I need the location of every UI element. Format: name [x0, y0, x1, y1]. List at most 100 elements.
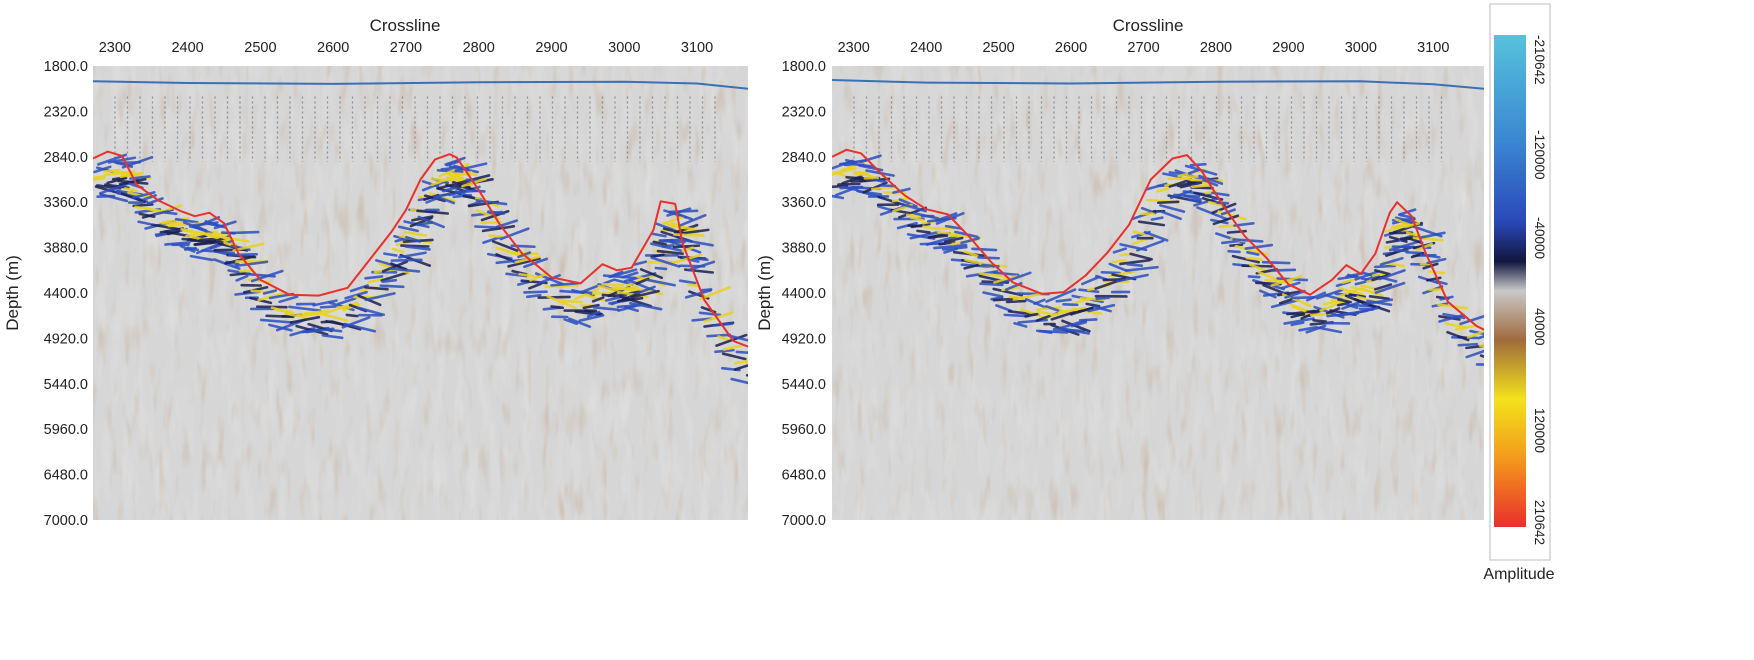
reflector-streak: [1038, 329, 1069, 334]
x-tick-label: 3000: [608, 40, 640, 56]
x-tick-label: 2800: [463, 40, 495, 56]
reflector-streak: [1656, 446, 1667, 448]
y-tick-label: 7000.0: [782, 513, 826, 529]
reflector-streak: [1012, 292, 1045, 301]
reflector-streak: [1033, 298, 1046, 305]
reflector-streak: [1291, 305, 1307, 313]
x-tick-label: 2400: [910, 40, 942, 56]
reflector-streak: [1569, 390, 1600, 395]
reflector-streak: [1639, 456, 1649, 458]
seismic-texture-brown: [832, 66, 1484, 520]
colorbar-tick-label: 40000: [1532, 308, 1547, 346]
reflector-streak: [364, 292, 396, 302]
reflector-streak: [1558, 372, 1574, 375]
reflector-streak: [364, 275, 384, 280]
reflector-streak: [938, 240, 956, 246]
reflector-streak: [1613, 466, 1626, 467]
y-axis-label: Depth (m): [3, 255, 22, 331]
reflector-streak: [971, 247, 998, 252]
reflector-streak: [1220, 239, 1242, 245]
reflector-streak: [943, 247, 959, 254]
reflector-streak: [676, 212, 694, 221]
reflector-streak: [1017, 318, 1049, 324]
reflector-streak: [1418, 231, 1446, 239]
reflector-streak: [733, 364, 748, 371]
reflector-streak: [1427, 270, 1446, 275]
reflector-streak: [226, 230, 260, 235]
x-tick-label: 2900: [535, 40, 567, 56]
y-tick-label: 1800.0: [782, 59, 826, 75]
reflector-streak: [167, 222, 202, 228]
reflector-streak: [1159, 204, 1186, 213]
reflector-streak: [995, 304, 1013, 313]
reflector-streak: [795, 400, 809, 404]
reflector-streak: [162, 211, 178, 216]
reflector-streak: [1633, 473, 1645, 477]
reflector-streak: [189, 254, 214, 262]
reflector-streak: [713, 322, 734, 327]
reflector-streak: [1609, 454, 1639, 456]
reflector-streak: [1677, 432, 1702, 433]
left-seismic-panel: 2300 2400 2500 2600 2700 2800 2900 3000 3100 1800…: [3, 16, 826, 529]
reflector-streak: [393, 234, 410, 241]
reflector-streak: [1270, 298, 1300, 309]
reflector-streak: [1374, 269, 1391, 276]
reflector-streak: [1013, 321, 1028, 328]
reflector-streak: [909, 230, 940, 240]
reflector-streak: [404, 245, 431, 251]
reflector-streak: [727, 334, 748, 342]
reflector-streak: [1565, 382, 1576, 384]
reflector-streak: [537, 274, 561, 285]
reflector-streak: [1674, 434, 1687, 437]
colorbar-ticks: -210642 -120000 -40000 40000 120000 210642: [1532, 35, 1547, 545]
reflector-streak: [1583, 416, 1597, 421]
reflector-streak: [591, 296, 605, 303]
reflector-streak: [1244, 243, 1274, 250]
reflector-streak: [1455, 324, 1477, 331]
reflector-streak: [672, 233, 705, 237]
reflector-streak: [398, 251, 427, 259]
reflector-streak: [1627, 457, 1644, 463]
reflector-streak: [810, 411, 826, 413]
y-tick-label: 5960.0: [782, 422, 826, 438]
water-bottom-line: [832, 79, 1484, 90]
reflector-streak: [507, 257, 541, 268]
reflector-streak: [1623, 473, 1647, 480]
reflector-streak: [107, 156, 137, 164]
x-tick-label: 2400: [171, 40, 203, 56]
reflector-streak: [699, 288, 713, 292]
reflector-streak: [262, 289, 278, 295]
reflector-streak: [1610, 457, 1641, 460]
y-tick-label: 5440.0: [782, 377, 826, 393]
reflector-streak: [1057, 306, 1087, 314]
reflector-streak: [892, 187, 911, 194]
reflector-streak: [1081, 275, 1101, 286]
reflector-streak: [488, 234, 503, 238]
reflector-streak: [523, 257, 549, 269]
reflector-streak: [901, 202, 928, 213]
reflector-streak: [1366, 299, 1393, 307]
reflector-streak: [381, 278, 398, 284]
reflector-streak: [1368, 295, 1391, 301]
reflector-streak: [870, 185, 898, 191]
reflector-streak: [1567, 404, 1593, 410]
reflector-streak: [1636, 447, 1648, 452]
reflector-streak: [661, 244, 675, 248]
reflector-streak: [1667, 425, 1678, 429]
reflector-streak: [550, 305, 565, 310]
reflector-streak: [259, 318, 294, 324]
reflector-streak: [1188, 198, 1202, 203]
reflector-streak: [312, 299, 338, 307]
reflector-streak: [621, 271, 639, 279]
y-tick-label: 6480.0: [782, 468, 826, 484]
reflector-streak: [436, 195, 456, 205]
reflector-streak: [1095, 296, 1110, 300]
reflector-streak: [1588, 441, 1600, 443]
reflector-streak: [228, 252, 259, 257]
reflector-streak: [1442, 312, 1466, 320]
reflector-streak: [1156, 187, 1170, 193]
reflector-streak: [1558, 393, 1585, 396]
y-axis-label: Depth (m): [755, 255, 774, 331]
y-tick-label: 4400.0: [44, 286, 88, 302]
reflector-streak: [800, 395, 812, 399]
